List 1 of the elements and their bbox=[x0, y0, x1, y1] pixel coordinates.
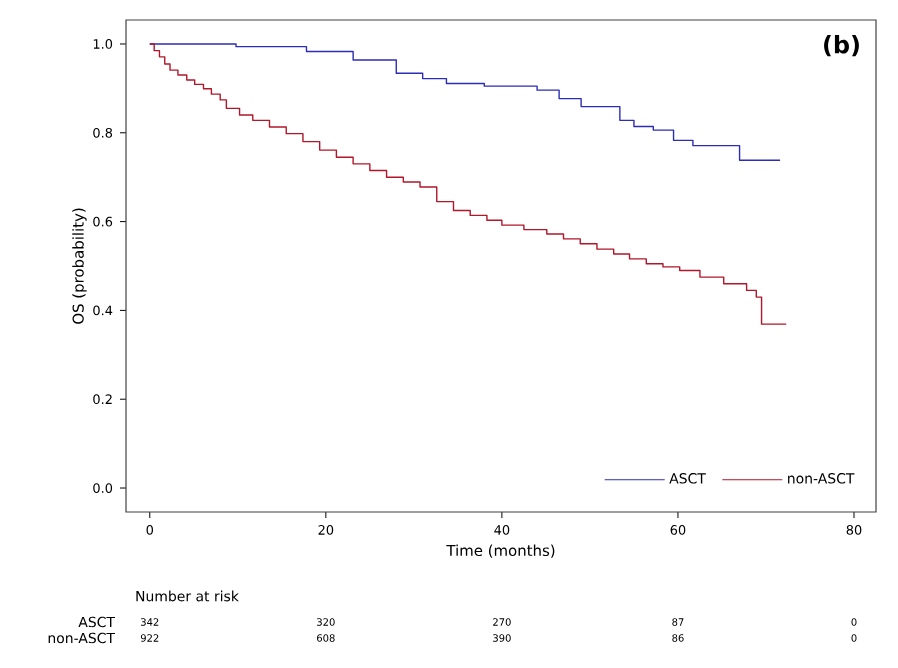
annotation: (b) bbox=[824, 35, 859, 57]
